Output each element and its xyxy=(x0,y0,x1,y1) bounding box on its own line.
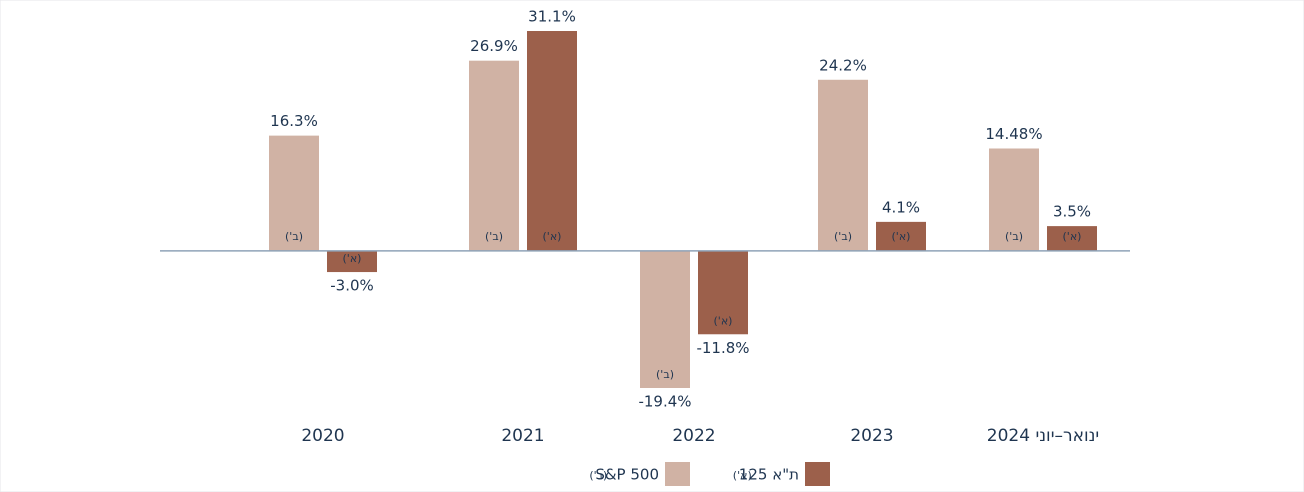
value-label: 3.5% xyxy=(1053,203,1091,221)
value-label: 26.9% xyxy=(470,37,518,55)
bar-tag: (ב') xyxy=(656,368,674,381)
bar xyxy=(989,148,1039,251)
bar-tag: (ב') xyxy=(485,230,503,243)
bar xyxy=(1047,226,1097,251)
bar-tag: (ב') xyxy=(1005,230,1023,243)
bar xyxy=(327,250,377,273)
legend-swatch xyxy=(805,462,830,486)
bar-tag: (ב') xyxy=(285,230,303,243)
legend-label: ת"א 125 xyxy=(739,466,799,484)
bar xyxy=(818,79,868,251)
x-tick-label: ינואר–יוני 2024 xyxy=(987,426,1099,446)
legend-tag: (ב') xyxy=(589,469,607,482)
bar xyxy=(269,135,319,251)
bar-tag: (א') xyxy=(343,252,362,265)
value-label: -3.0% xyxy=(330,277,374,295)
value-label: 24.2% xyxy=(819,56,867,74)
bar-tag: (א') xyxy=(1063,230,1082,243)
value-label: 4.1% xyxy=(882,198,920,216)
legend-label: S&P 500 xyxy=(595,466,659,484)
bar xyxy=(876,221,926,251)
value-label: -11.8% xyxy=(696,339,749,357)
bar xyxy=(640,250,690,388)
bar-tag: (ב') xyxy=(834,230,852,243)
bar xyxy=(469,60,519,251)
bar-tag: (א') xyxy=(714,314,733,327)
x-tick-label: 2023 xyxy=(850,426,893,446)
legend-swatch xyxy=(665,462,690,486)
bar xyxy=(527,31,577,251)
legend-tag: (א') xyxy=(733,469,752,482)
value-label: 14.48% xyxy=(985,125,1042,143)
value-label: 31.1% xyxy=(528,8,576,26)
value-label: -19.4% xyxy=(638,393,691,411)
bar-tag: (א') xyxy=(543,230,562,243)
value-label: 16.3% xyxy=(270,112,318,130)
x-tick-label: 2020 xyxy=(301,426,344,446)
bar-tag: (א') xyxy=(892,230,911,243)
bar xyxy=(698,250,748,335)
x-tick-label: 2021 xyxy=(501,426,544,446)
x-tick-label: 2022 xyxy=(672,426,715,446)
